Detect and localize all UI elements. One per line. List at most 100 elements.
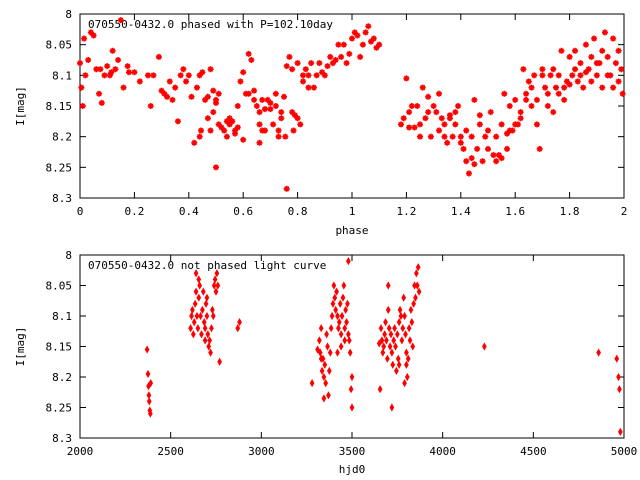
data-point [460, 145, 467, 152]
data-point [161, 90, 168, 97]
data-point [457, 133, 464, 140]
data-point [376, 41, 383, 48]
y-tick-label: 8 [65, 8, 72, 21]
data-point [531, 72, 538, 79]
data-point [337, 299, 343, 308]
data-point [164, 93, 171, 100]
data-point [528, 84, 535, 91]
data-point [232, 130, 239, 137]
data-point [259, 127, 266, 134]
data-point [223, 118, 230, 125]
data-point [396, 360, 402, 369]
data-point [332, 293, 338, 302]
data-point [191, 317, 197, 327]
data-point [411, 124, 418, 131]
data-point [188, 93, 195, 100]
data-point [334, 287, 339, 296]
data-point [476, 121, 483, 128]
data-point [226, 121, 233, 128]
data-point [190, 330, 196, 339]
data-point [300, 72, 307, 79]
data-point [340, 41, 347, 48]
data-point [401, 293, 407, 302]
data-point [457, 139, 464, 146]
data-point [498, 121, 505, 128]
data-point [572, 47, 579, 54]
data-point [259, 96, 266, 103]
data-point [409, 317, 415, 327]
data-point [403, 75, 410, 82]
data-point [544, 103, 551, 109]
data-point [275, 127, 282, 134]
data-point [183, 78, 190, 85]
data-point [566, 81, 573, 88]
data-point [547, 72, 554, 79]
data-point [388, 330, 394, 339]
data-point [108, 69, 115, 76]
data-point [342, 324, 348, 333]
data-point [400, 324, 406, 333]
data-point [333, 305, 339, 315]
data-point [120, 84, 127, 91]
data-point [146, 397, 152, 406]
data-point [169, 96, 176, 103]
data-point [397, 121, 404, 128]
data-point [465, 170, 472, 177]
y-tick-label: 8.3 [52, 192, 72, 205]
data-point [399, 336, 405, 345]
data-point [131, 69, 138, 76]
data-point [498, 155, 505, 162]
data-point [283, 185, 290, 192]
data-point [468, 133, 475, 140]
data-point [504, 130, 511, 137]
data-point [365, 23, 372, 30]
data-point [318, 324, 324, 333]
data-point [81, 35, 88, 42]
data-point [345, 299, 350, 308]
data-point [433, 109, 440, 116]
data-point [331, 281, 337, 290]
data-point [413, 293, 418, 302]
data-point [210, 109, 217, 116]
y-tick-label: 8 [65, 249, 72, 262]
data-point [604, 72, 611, 79]
data-point [430, 103, 437, 109]
data-point [384, 336, 389, 345]
data-point [213, 96, 219, 103]
data-point [463, 127, 470, 134]
data-point [555, 72, 562, 79]
data-point [177, 72, 184, 79]
data-point [155, 53, 162, 60]
data-point [256, 109, 263, 116]
data-point [357, 53, 364, 60]
data-point [550, 109, 557, 116]
data-point [533, 96, 540, 103]
data-point [300, 78, 307, 85]
data-point [319, 366, 325, 376]
data-point [204, 115, 211, 122]
x-tick-label: 0.4 [179, 205, 199, 218]
data-point [396, 317, 402, 327]
data-point [150, 72, 157, 79]
data-point [539, 66, 546, 73]
y-tick-label: 8.15 [46, 100, 73, 113]
data-point [582, 41, 589, 48]
data-point [558, 47, 565, 54]
data-point [452, 109, 459, 116]
data-point [291, 112, 298, 119]
data-point [563, 78, 570, 85]
data-point [232, 127, 239, 134]
data-point [415, 263, 421, 272]
data-point [264, 96, 271, 103]
data-point [278, 109, 285, 116]
data-point [323, 378, 329, 388]
data-point [504, 145, 511, 152]
x-tick-label: 4500 [520, 445, 547, 458]
data-point [267, 106, 274, 113]
data-point [404, 372, 410, 382]
data-point [207, 127, 214, 134]
data-point [441, 133, 448, 140]
data-point [408, 305, 414, 315]
data-point [196, 72, 203, 79]
data-point [406, 109, 413, 116]
